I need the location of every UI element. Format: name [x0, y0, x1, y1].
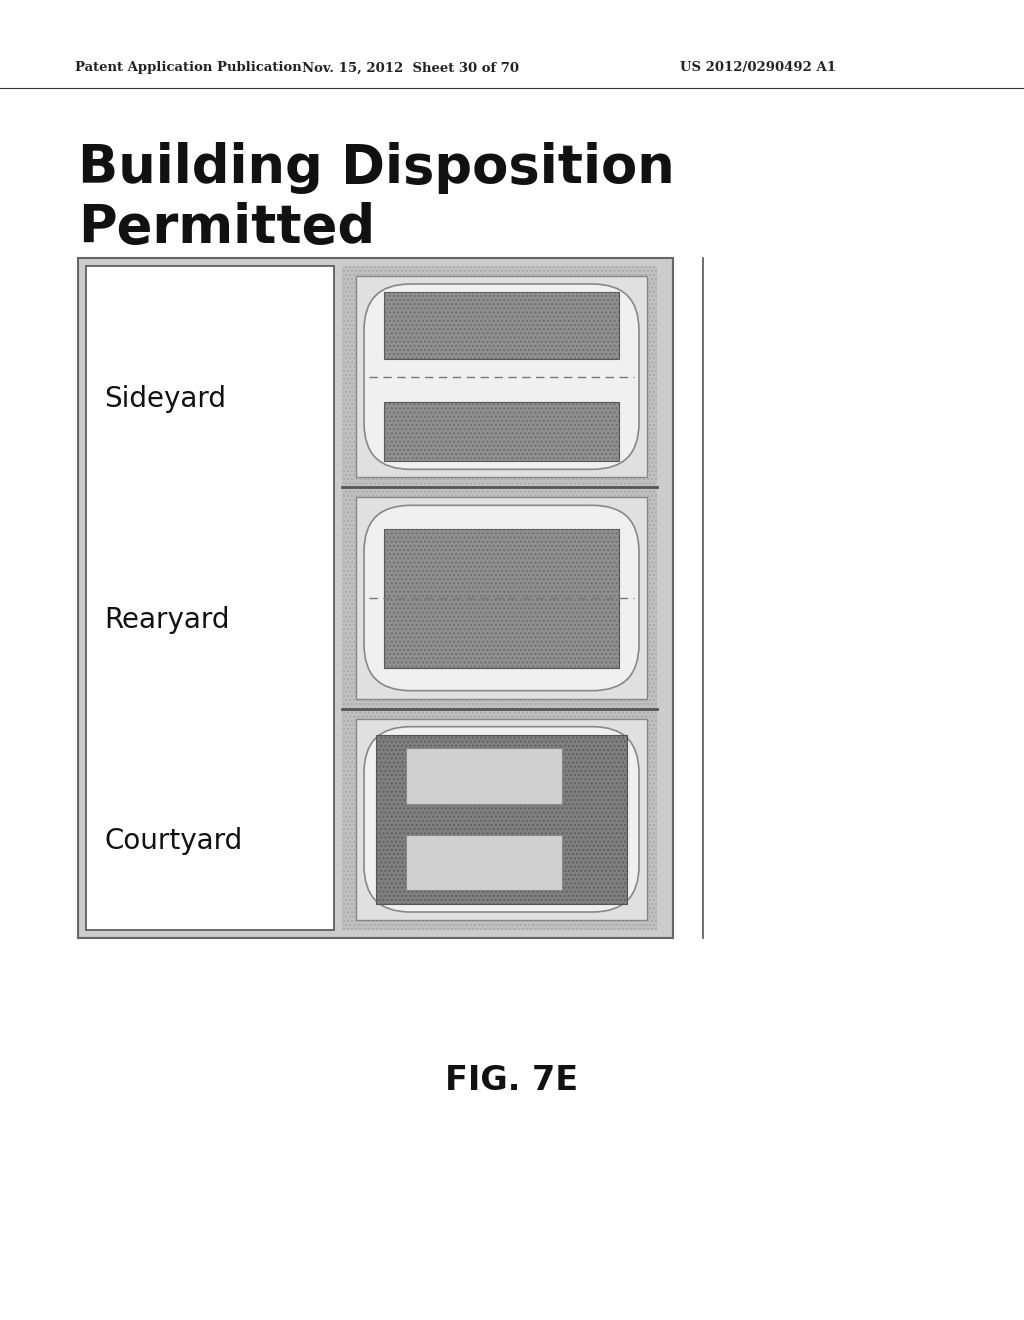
Bar: [407, 748, 562, 804]
FancyBboxPatch shape: [364, 284, 639, 470]
Bar: [356, 718, 647, 920]
Bar: [384, 403, 618, 461]
Bar: [356, 276, 647, 478]
Bar: [376, 735, 627, 904]
Text: Courtyard: Courtyard: [104, 828, 243, 855]
Bar: [78, 257, 673, 939]
Bar: [342, 267, 657, 931]
Text: Patent Application Publication: Patent Application Publication: [75, 62, 302, 74]
Text: Building Disposition: Building Disposition: [78, 143, 675, 194]
Text: Nov. 15, 2012  Sheet 30 of 70: Nov. 15, 2012 Sheet 30 of 70: [301, 62, 518, 74]
Text: Rearyard: Rearyard: [104, 606, 229, 634]
Bar: [384, 528, 618, 668]
Bar: [384, 403, 618, 461]
FancyBboxPatch shape: [364, 727, 639, 912]
Text: US 2012/0290492 A1: US 2012/0290492 A1: [680, 62, 836, 74]
Text: Permitted: Permitted: [78, 202, 375, 253]
Bar: [384, 528, 618, 668]
Bar: [86, 267, 334, 931]
Bar: [384, 292, 618, 359]
Bar: [407, 834, 562, 891]
Bar: [376, 735, 627, 904]
FancyBboxPatch shape: [364, 506, 639, 690]
Bar: [356, 498, 647, 698]
Bar: [384, 292, 618, 359]
Text: Sideyard: Sideyard: [104, 385, 226, 413]
Bar: [342, 267, 657, 931]
Text: FIG. 7E: FIG. 7E: [445, 1064, 579, 1097]
